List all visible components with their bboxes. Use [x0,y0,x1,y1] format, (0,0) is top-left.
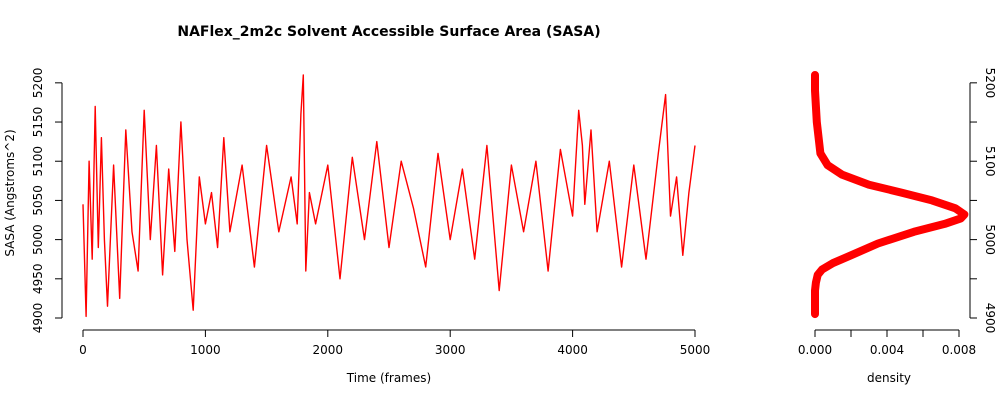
y-tick-label: 4900 [31,303,45,334]
x-axis-label: Time (frames) [346,371,431,385]
chart-title: NAFlex_2m2c Solvent Accessible Surface A… [177,24,600,40]
x-tick-label: 2000 [313,343,344,357]
y-tick-label: 4950 [31,264,45,295]
timeseries-ticks: 0 1000 2000 3000 4000 5000 4900 4950 5000 5050 510… [31,68,710,357]
y-axis-label: SASA (Angstroms^2) [3,129,17,256]
x-tick-label: 3000 [435,343,466,357]
density-y-tick-label: 4900 [983,303,997,334]
x-tick-label: 4000 [557,343,588,357]
x-tick-label: 1000 [190,343,221,357]
timeseries-plot-area [82,74,696,318]
density-ticks: 0.000 0.004 0.008 4900 5000 5100 5200 [798,68,997,357]
density-x-tick-label: 0.000 [798,343,832,357]
y-tick-label: 5000 [31,224,45,255]
density-x-axis-label: density [867,371,911,385]
density-y-tick-label: 5100 [983,146,997,177]
y-tick-label: 5150 [31,107,45,138]
density-plot-area [811,71,969,319]
density-y-tick-label: 5000 [983,224,997,255]
density-x-tick-label: 0.004 [870,343,904,357]
y-tick-label: 5100 [31,146,45,177]
sasa-series-line [82,74,696,318]
y-tick-label: 5050 [31,185,45,216]
density-curve [811,71,969,319]
timeseries-axes [61,82,695,331]
y-tick-label: 5200 [31,68,45,99]
x-tick-label: 5000 [680,343,711,357]
x-tick-label: 0 [79,343,87,357]
density-x-tick-label: 0.008 [942,343,976,357]
density-y-tick-label: 5200 [983,68,997,99]
